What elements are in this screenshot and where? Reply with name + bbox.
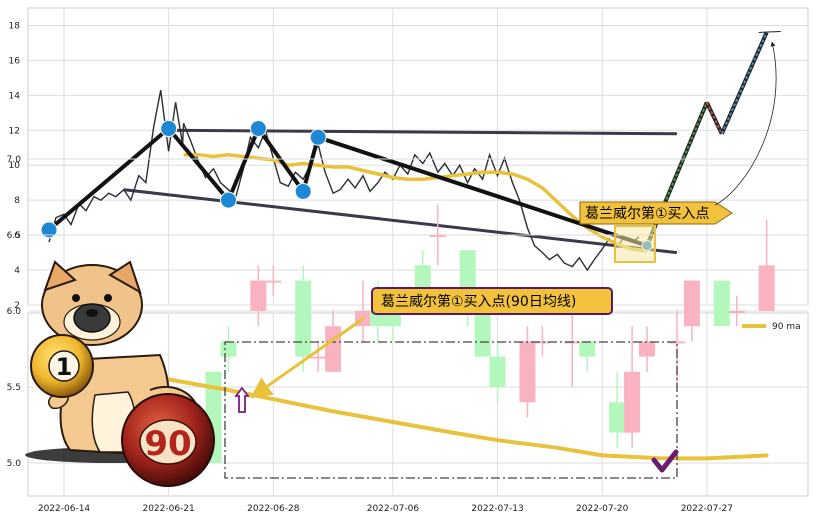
candle-body [758, 265, 775, 311]
candle-x-ticks: 2022-06-14 2022-06-21 2022-06-28 2022-07-06… [38, 504, 733, 514]
forecast-curve-arrow [714, 41, 777, 206]
candle [429, 204, 446, 266]
forecast-segment-fill [705, 101, 723, 135]
candle [758, 219, 775, 311]
price-panel-frame [27, 7, 809, 306]
price-y-ticks: 2 4 6 8 10 12 14 16 18 [9, 21, 21, 311]
forecast-tip [758, 30, 781, 33]
annotations: 葛兰威尔第①买入点 葛兰威尔第①买入点(90日均线) [234, 41, 777, 473]
ball-1-label: 1 [56, 353, 73, 381]
price-marks [40, 120, 653, 252]
candle-body [579, 341, 596, 357]
candle-body [728, 311, 745, 313]
legend: 90 ma [742, 322, 801, 332]
candle [534, 326, 551, 357]
candle-lines [62, 366, 769, 461]
y-tick-label: 6.5 [7, 231, 21, 241]
buy-point-highlight [614, 225, 656, 263]
candle [713, 280, 730, 327]
y-tick-label: 5.5 [7, 383, 21, 393]
candle-body [310, 356, 327, 359]
ma90-line [62, 366, 769, 461]
candle-body [489, 356, 506, 387]
y-tick-label: 14 [9, 91, 21, 101]
candle [489, 341, 506, 403]
y-tick-label: 8 [14, 196, 20, 206]
candle [639, 326, 656, 372]
candle-body [265, 280, 282, 283]
top-callout-label: 葛兰威尔第①买入点 [585, 205, 710, 222]
candle [728, 295, 745, 327]
y-tick-label: 7.0 [7, 155, 22, 165]
candle-body [220, 341, 237, 357]
candle-body [668, 341, 685, 344]
x-tick-label: 2022-06-28 [247, 504, 300, 514]
bottom-callout-box [371, 287, 613, 315]
y-tick-label: 2 [14, 301, 20, 311]
x-tick-label: 2022-06-21 [142, 504, 194, 514]
candle [220, 326, 237, 372]
x-tick-label: 2022-07-13 [471, 504, 523, 514]
candle-y-ticks: 5.0 5.5 6.0 6.5 7.0 [7, 155, 22, 469]
up-arrow-icon [234, 386, 250, 413]
candle [310, 341, 327, 372]
candle-body [683, 280, 700, 327]
y-tick-label: 6.0 [7, 307, 22, 317]
y-tick-label: 12 [9, 126, 20, 136]
legend-label: 90 ma [772, 322, 801, 332]
candle-body [534, 341, 551, 344]
x-tick-label: 2022-07-27 [681, 504, 733, 514]
pivot-point [294, 182, 312, 200]
candle-body [624, 371, 641, 433]
y-tick-label: 16 [9, 56, 21, 66]
candle-body [609, 402, 626, 433]
pivot-point [309, 128, 327, 146]
candle-body [325, 326, 342, 372]
ball-90-icon: 90 [121, 393, 215, 487]
candle [683, 280, 700, 342]
pivot-point [219, 191, 237, 209]
price-panel: 2 4 6 8 10 12 14 16 18 [9, 7, 809, 311]
x-tick-label: 2022-06-14 [38, 504, 91, 514]
ball-90-label: 90 [144, 424, 191, 464]
candle [295, 265, 312, 372]
candle [624, 326, 641, 448]
y-tick-label: 18 [9, 21, 21, 31]
forecast-segment-fill [720, 32, 768, 135]
bottom-callout-label: 葛兰威尔第①买入点(90日均线) [381, 293, 576, 310]
pivot-point [40, 221, 58, 239]
selection-box [224, 341, 678, 479]
bottom-callout-pointer [250, 316, 365, 399]
candle-body [250, 280, 267, 311]
ball-1-icon: 1 [30, 334, 94, 398]
x-tick-label: 2022-07-20 [576, 504, 629, 514]
candle [609, 371, 626, 448]
checkmark-icon [651, 449, 679, 473]
y-tick-label: 6 [14, 231, 20, 241]
candle [250, 265, 267, 327]
price-line [48, 89, 640, 272]
y-tick-label: 5.0 [7, 459, 22, 469]
candle [579, 341, 596, 372]
candle-body [639, 341, 656, 357]
top-callout-box [579, 201, 733, 225]
candle [265, 265, 282, 296]
support-line [123, 188, 678, 255]
candle [474, 311, 491, 357]
candle-body [429, 235, 446, 237]
pivot-point [249, 120, 267, 138]
pivot-point [160, 120, 178, 138]
candle-body [519, 341, 536, 403]
candle-body [713, 280, 730, 327]
candle-body [474, 311, 491, 357]
y-tick-label: 4 [14, 266, 20, 276]
x-tick-label: 2022-07-06 [367, 504, 420, 514]
candle-body [295, 280, 312, 357]
y-tick-label: 10 [9, 161, 21, 171]
